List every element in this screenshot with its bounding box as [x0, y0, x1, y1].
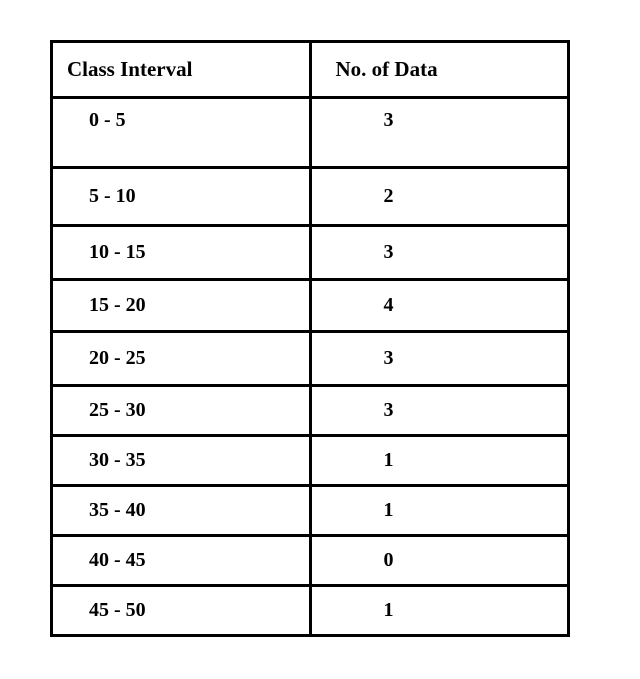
- cell-interval: 20 - 25: [52, 332, 311, 386]
- cell-interval: 5 - 10: [52, 168, 311, 226]
- table-row: 35 - 40 1: [52, 486, 569, 536]
- table-row: 0 - 5 3: [52, 98, 569, 168]
- cell-count: 1: [310, 436, 569, 486]
- table-row: 40 - 45 0: [52, 536, 569, 586]
- cell-interval: 25 - 30: [52, 386, 311, 436]
- table-row: 10 - 15 3: [52, 226, 569, 280]
- cell-count: 0: [310, 536, 569, 586]
- cell-interval: 30 - 35: [52, 436, 311, 486]
- cell-interval: 15 - 20: [52, 280, 311, 332]
- cell-interval: 45 - 50: [52, 586, 311, 636]
- header-class-interval: Class Interval: [52, 42, 311, 98]
- header-no-of-data: No. of Data: [310, 42, 569, 98]
- cell-count: 4: [310, 280, 569, 332]
- cell-count: 3: [310, 226, 569, 280]
- table-row: 15 - 20 4: [52, 280, 569, 332]
- cell-count: 1: [310, 586, 569, 636]
- cell-interval: 40 - 45: [52, 536, 311, 586]
- table-row: 25 - 30 3: [52, 386, 569, 436]
- cell-count: 3: [310, 386, 569, 436]
- table-row: 20 - 25 3: [52, 332, 569, 386]
- table-row: 30 - 35 1: [52, 436, 569, 486]
- cell-count: 3: [310, 98, 569, 168]
- cell-count: 1: [310, 486, 569, 536]
- table-row: 45 - 50 1: [52, 586, 569, 636]
- cell-interval: 35 - 40: [52, 486, 311, 536]
- frequency-distribution-table: Class Interval No. of Data 0 - 5 3 5 - 1…: [50, 40, 570, 637]
- table-row: 5 - 10 2: [52, 168, 569, 226]
- cell-count: 2: [310, 168, 569, 226]
- cell-interval: 0 - 5: [52, 98, 311, 168]
- cell-count: 3: [310, 332, 569, 386]
- cell-interval: 10 - 15: [52, 226, 311, 280]
- table-header-row: Class Interval No. of Data: [52, 42, 569, 98]
